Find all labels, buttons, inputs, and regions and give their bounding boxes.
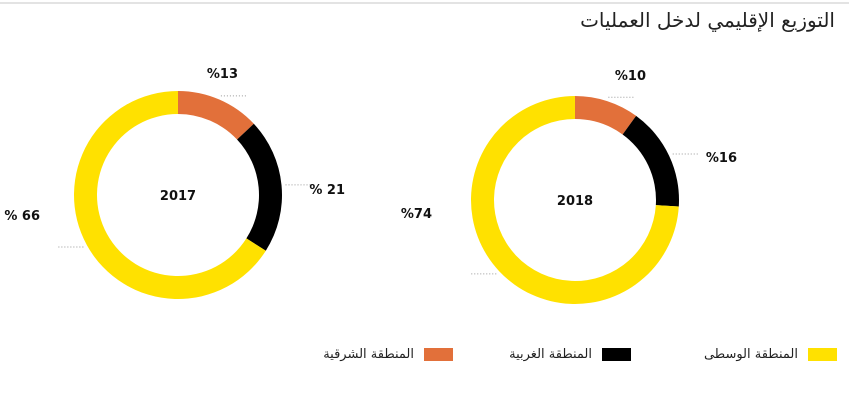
legend-swatch [602, 348, 631, 361]
legend-label: المنطقة الغربية [509, 347, 592, 362]
data-label: %16 [706, 151, 737, 166]
legend-swatch [424, 348, 453, 361]
legend-swatch [808, 348, 837, 361]
legend-label: المنطقة الشرقية [323, 347, 414, 362]
legend-item-western: المنطقة الغربية [509, 347, 631, 362]
legend-label: المنطقة الوسطى [703, 347, 798, 362]
top-divider [0, 2, 849, 4]
center-year-label: 2018 [557, 194, 593, 209]
data-label: %13 [207, 67, 238, 82]
data-label: % 21 [309, 183, 345, 198]
donut-segment-2018-1 [622, 115, 680, 207]
legend-item-central: المنطقة الوسطى [704, 347, 837, 362]
donut-segment-2017-1 [237, 123, 282, 251]
donut-segment-2018-0 [575, 96, 637, 135]
data-label: % 66 [4, 209, 40, 224]
data-label: %74 [401, 207, 432, 222]
chart-title: التوزيع الإقليمي لدخل العمليات [580, 8, 835, 32]
legend-item-eastern: المنطقة الشرقية [323, 347, 453, 362]
data-label: %10 [615, 69, 646, 84]
center-year-label: 2017 [160, 189, 196, 204]
donut-segment-2017-0 [178, 91, 254, 140]
